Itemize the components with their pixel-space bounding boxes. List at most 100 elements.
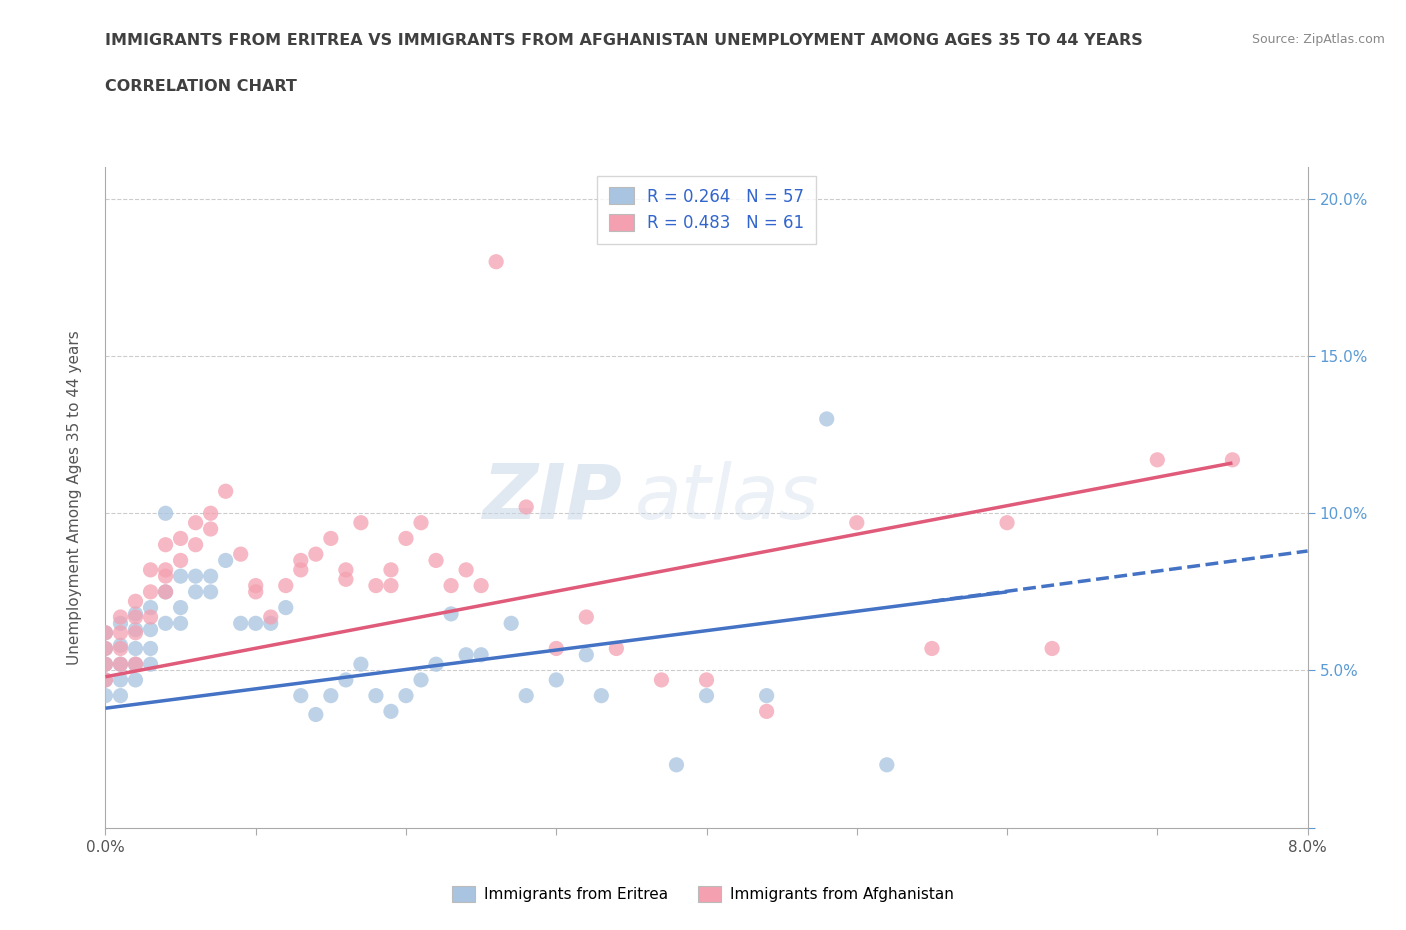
Point [110, 616, 132, 631]
Point [815, 411, 838, 426]
Point [124, 625, 146, 640]
Point [110, 657, 132, 671]
Point [229, 547, 252, 562]
Point [290, 553, 312, 568]
Point [155, 616, 177, 631]
Point [260, 609, 283, 624]
Point [665, 757, 688, 772]
Point [335, 672, 357, 687]
Point [364, 688, 387, 703]
Point [515, 499, 537, 514]
Point [876, 757, 898, 772]
Point [515, 688, 537, 703]
Point [319, 531, 342, 546]
Point [155, 563, 177, 578]
Point [139, 609, 162, 624]
Point [575, 609, 598, 624]
Point [440, 578, 463, 593]
Point [139, 563, 162, 578]
Point [94, 672, 117, 687]
Point [380, 704, 402, 719]
Point [755, 688, 778, 703]
Point [184, 569, 207, 584]
Point [200, 522, 222, 537]
Point [94, 657, 117, 671]
Point [470, 578, 492, 593]
Point [605, 641, 627, 656]
Point [364, 578, 387, 593]
Text: CORRELATION CHART: CORRELATION CHART [105, 79, 297, 94]
Point [94, 672, 117, 687]
Text: Source: ZipAtlas.com: Source: ZipAtlas.com [1251, 33, 1385, 46]
Point [200, 569, 222, 584]
Point [305, 547, 328, 562]
Point [425, 553, 447, 568]
Point [94, 625, 117, 640]
Point [546, 672, 568, 687]
Point [335, 563, 357, 578]
Point [110, 672, 132, 687]
Point [94, 657, 117, 671]
Point [124, 609, 146, 624]
Point [169, 616, 191, 631]
Point [139, 622, 162, 637]
Point [169, 600, 191, 615]
Point [290, 688, 312, 703]
Point [214, 484, 236, 498]
Point [245, 616, 267, 631]
Point [139, 657, 162, 671]
Point [470, 647, 492, 662]
Point [845, 515, 868, 530]
Point [409, 672, 432, 687]
Point [94, 641, 117, 656]
Point [1040, 641, 1063, 656]
Point [440, 606, 463, 621]
Point [155, 569, 177, 584]
Point [335, 572, 357, 587]
Point [110, 688, 132, 703]
Point [350, 515, 373, 530]
Point [155, 584, 177, 599]
Point [94, 625, 117, 640]
Point [139, 584, 162, 599]
Point [696, 672, 718, 687]
Point [110, 609, 132, 624]
Text: ZIP: ZIP [482, 460, 623, 535]
Point [290, 563, 312, 578]
Point [155, 538, 177, 552]
Point [124, 672, 146, 687]
Point [274, 578, 297, 593]
Point [214, 553, 236, 568]
Text: atlas: atlas [634, 460, 818, 535]
Point [921, 641, 943, 656]
Point [124, 606, 146, 621]
Point [501, 616, 523, 631]
Point [139, 641, 162, 656]
Point [139, 600, 162, 615]
Point [454, 563, 477, 578]
Point [395, 688, 418, 703]
Point [110, 657, 132, 671]
Point [94, 688, 117, 703]
Point [319, 688, 342, 703]
Point [350, 657, 373, 671]
Point [155, 584, 177, 599]
Point [1222, 452, 1244, 467]
Point [260, 616, 283, 631]
Point [229, 616, 252, 631]
Y-axis label: Unemployment Among Ages 35 to 44 years: Unemployment Among Ages 35 to 44 years [67, 330, 82, 665]
Point [274, 600, 297, 615]
Point [124, 657, 146, 671]
Point [110, 625, 132, 640]
Point [575, 647, 598, 662]
Point [110, 641, 132, 656]
Point [454, 647, 477, 662]
Point [380, 578, 402, 593]
Point [169, 569, 191, 584]
Point [995, 515, 1018, 530]
Point [124, 641, 146, 656]
Point [155, 506, 177, 521]
Point [305, 707, 328, 722]
Point [124, 622, 146, 637]
Legend: Immigrants from Eritrea, Immigrants from Afghanistan: Immigrants from Eritrea, Immigrants from… [446, 880, 960, 909]
